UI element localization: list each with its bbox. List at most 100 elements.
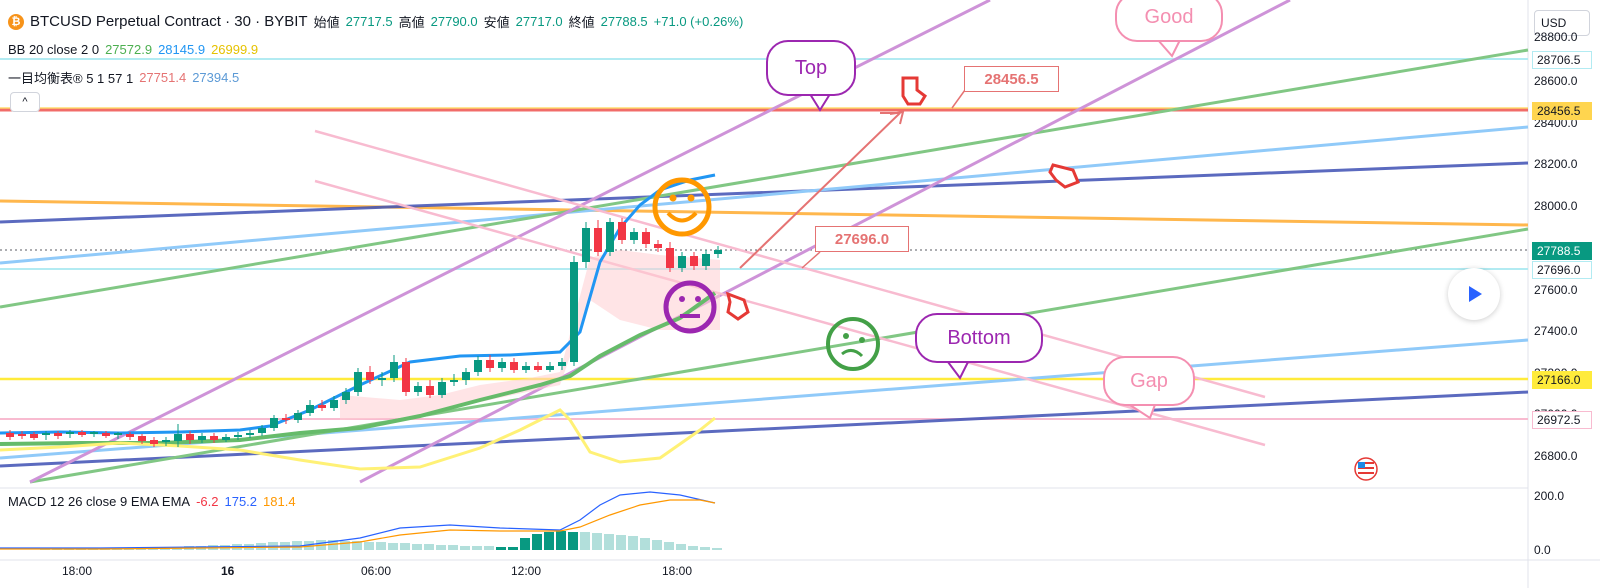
price-tag: 26972.5	[1532, 411, 1592, 429]
macd-histogram-bar	[592, 533, 602, 550]
candle-body	[330, 400, 338, 408]
candle-body	[414, 386, 422, 392]
macd-signal-value: 181.4	[263, 494, 296, 509]
bb-basis-line	[0, 291, 717, 446]
macd-histogram-bar	[604, 534, 614, 550]
ohlc-close-value: 27788.5	[600, 14, 648, 29]
us-flag-event-icon[interactable]	[1354, 457, 1378, 481]
candle-body	[402, 362, 410, 392]
pointing-hand-icon-1	[901, 76, 928, 106]
candle-body	[18, 434, 26, 436]
macd-histogram-bar	[388, 543, 398, 550]
ichimoku-value-1: 27751.4	[139, 70, 187, 85]
ohlc-low-value: 27717.0	[515, 14, 563, 29]
macd-histogram-bar	[376, 542, 386, 550]
candle-body	[318, 405, 326, 408]
annotation-gap[interactable]: Gap	[1103, 356, 1195, 406]
candle-body	[174, 434, 182, 441]
play-icon[interactable]	[1448, 268, 1500, 320]
bb-lower-value: 26999.9	[211, 42, 259, 57]
candle-body	[486, 360, 494, 368]
annotation-good[interactable]: Good	[1115, 0, 1223, 42]
candle-body	[138, 436, 146, 441]
macd-hist-value: -6.2	[196, 494, 219, 509]
price-axis-label: 28600.0	[1534, 74, 1578, 88]
trendline-navy-upper	[0, 161, 1529, 224]
price-callout-high[interactable]: 28456.5	[964, 66, 1059, 92]
candle-body	[306, 405, 314, 413]
macd-histogram-bar	[340, 541, 350, 550]
bitcoin-icon: ₿	[8, 13, 24, 30]
macd-histogram-bar	[712, 548, 722, 550]
bb-upper-value: 28145.9	[158, 42, 206, 57]
macd-histogram-bar	[448, 545, 458, 550]
price-callout-low[interactable]: 27696.0	[815, 226, 909, 252]
price-change: +71.0 (+0.26%)	[653, 14, 744, 29]
candle-body	[594, 228, 602, 252]
price-axis-label: 27600.0	[1534, 283, 1578, 297]
candle-body	[546, 366, 554, 370]
candle-body	[126, 434, 134, 437]
candle-body	[702, 254, 710, 266]
trendline-pink-1	[314, 129, 1266, 399]
candle-body	[66, 432, 74, 434]
price-axis-label: 28000.0	[1534, 199, 1578, 213]
candle-body	[342, 392, 350, 400]
price-tag: 27166.0	[1532, 371, 1592, 389]
candle-body	[438, 382, 446, 395]
pointing-hand-icon-3	[725, 291, 750, 321]
trendline-pink-2	[314, 179, 1266, 447]
symbol-title[interactable]: BTCUSD Perpetual Contract · 30 · BYBIT	[30, 13, 308, 30]
ichimoku-indicator-legend[interactable]: 一目均衡表® 5 1 57 1 27751.4 27394.5	[8, 68, 239, 87]
macd-histogram-bar	[352, 541, 362, 550]
time-label: 18:00	[662, 564, 693, 578]
neutral-face-icon	[663, 280, 717, 334]
candle-body	[294, 413, 302, 420]
macd-line	[0, 491, 716, 549]
candle-body	[378, 378, 386, 380]
currency-selector[interactable]: USD	[1534, 10, 1590, 36]
price-tag: 28456.5	[1532, 102, 1592, 120]
candle-body	[450, 380, 458, 382]
macd-histogram-bar	[400, 543, 410, 550]
macd-histogram-bar	[700, 547, 710, 550]
macd-histogram-bar	[676, 544, 686, 550]
trendline-blue-upper	[0, 125, 1529, 265]
price-tag: 28706.5	[1532, 51, 1592, 69]
annotation-bottom[interactable]: Bottom	[915, 313, 1043, 363]
price-axis-label: 26800.0	[1534, 449, 1578, 463]
ohlc-close-label: 終値	[568, 15, 595, 30]
candle-body	[534, 366, 542, 370]
projection-arrow-line	[739, 112, 901, 269]
candle-body	[390, 362, 398, 378]
collapse-legend-button[interactable]: ^	[10, 92, 40, 112]
macd-histogram-bar	[664, 542, 674, 550]
macd-histogram-bar	[568, 532, 578, 550]
ichimoku-cloud	[340, 250, 720, 420]
ohlc-high-label: 高値	[398, 15, 425, 30]
candle-body	[150, 440, 158, 444]
macd-axis-label-0: 0.0	[1534, 543, 1551, 557]
macd-histogram-bar	[436, 545, 446, 550]
macd-histogram-bar	[472, 546, 482, 550]
macd-histogram-bar	[424, 544, 434, 550]
time-label: 16	[221, 564, 235, 578]
trendline-orange	[0, 199, 1529, 227]
candle-body	[570, 262, 578, 362]
candle-body	[114, 433, 122, 435]
trendline-green-lower	[29, 227, 1529, 484]
candle-body	[222, 437, 230, 440]
bb-indicator-legend[interactable]: BB 20 close 2 0 27572.9 28145.9 26999.9	[8, 42, 258, 57]
macd-histogram-bar	[508, 547, 518, 550]
candle-body	[246, 433, 254, 435]
macd-indicator-legend[interactable]: MACD 12 26 close 9 EMA EMA -6.2 175.2 18…	[8, 494, 296, 509]
annotation-top[interactable]: Top	[766, 40, 856, 96]
price-tag: 27696.0	[1532, 261, 1592, 279]
candle-body	[78, 432, 86, 435]
price-tag: 27788.5	[1532, 242, 1592, 260]
symbol-header: ₿ BTCUSD Perpetual Contract · 30 · BYBIT…	[8, 12, 743, 31]
candle-body	[102, 433, 110, 436]
candle-body	[606, 222, 614, 252]
confused-face-icon	[826, 317, 880, 371]
